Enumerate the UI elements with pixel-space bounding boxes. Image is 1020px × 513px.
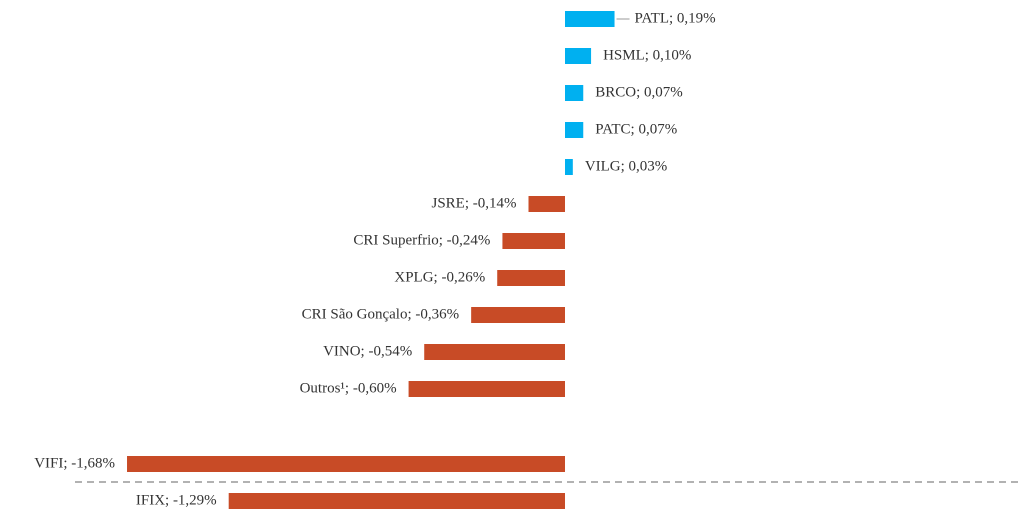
data-label: JSRE; -0,14% — [431, 195, 516, 211]
bar — [565, 159, 573, 175]
bar — [127, 456, 566, 472]
bar — [471, 307, 565, 323]
bar — [502, 233, 565, 249]
data-label: CRI São Gonçalo; -0,36% — [302, 306, 459, 322]
data-label: XPLG; -0,26% — [394, 269, 485, 285]
bar — [228, 493, 565, 509]
data-label: VILG; 0,03% — [585, 158, 668, 174]
data-label: IFIX; -1,29% — [136, 492, 217, 508]
bar — [424, 344, 565, 360]
data-label: HSML; 0,10% — [603, 47, 691, 63]
bar — [528, 196, 565, 212]
bar — [565, 85, 584, 101]
data-label: CRI Superfrio; -0,24% — [353, 232, 490, 248]
bar — [565, 48, 592, 64]
bar — [565, 122, 584, 138]
data-label: BRCO; 0,07% — [595, 84, 683, 100]
data-label: PATL; 0,19% — [635, 10, 716, 26]
bar — [565, 11, 615, 27]
data-label: VIFI; -1,68% — [34, 455, 115, 471]
data-label: Outros¹; -0,60% — [300, 380, 397, 396]
data-label: VINO; -0,54% — [323, 343, 412, 359]
data-label: PATC; 0,07% — [595, 121, 677, 137]
bar — [408, 381, 565, 397]
bar — [497, 270, 565, 286]
